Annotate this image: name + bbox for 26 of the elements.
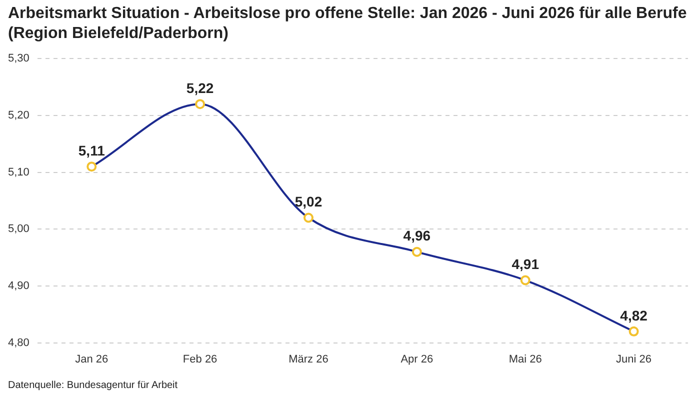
text: Datenquelle: Bundesagentur für Arbeit <box>7 380 179 391</box>
point <box>195 99 206 110</box>
y-tick-label: 4,90 <box>8 280 30 292</box>
x-tick-label: Feb 26 <box>182 353 218 366</box>
data-label: 4,91 <box>512 256 540 272</box>
x-tick-label: Mai 26 <box>508 353 542 366</box>
data-label: 4,96 <box>403 228 431 244</box>
y-tick-label: 5,30 <box>8 52 30 65</box>
y-tick-label: 4,80 <box>8 336 30 349</box>
data-label: 5,22 <box>186 80 214 96</box>
point <box>412 246 422 257</box>
y-tick-label: 5,00 <box>8 223 30 236</box>
y-tick-label: 5,10 <box>8 166 30 178</box>
x-tick-label: Apr 26 <box>400 353 434 366</box>
point <box>303 212 314 223</box>
x-tick-label: Juni 26 <box>616 353 652 366</box>
data-label: 5,02 <box>294 194 322 210</box>
data-label: 5,11 <box>78 142 106 158</box>
data-label: 4,82 <box>620 307 648 324</box>
point <box>520 275 530 286</box>
point <box>628 326 639 336</box>
y-tick-label: 5,20 <box>8 109 30 122</box>
x-tick-label: Jan 26 <box>75 353 108 366</box>
x-tick-label: März 26 <box>288 353 328 366</box>
point <box>86 162 97 172</box>
chart-title: Arbeitsmarkt Situation - Arbeitslose pro offene Stelle: Jan 2026 - Juni 2026 für alle Berufe (Region Bielefeld/Paderborn) <box>7 4 688 44</box>
